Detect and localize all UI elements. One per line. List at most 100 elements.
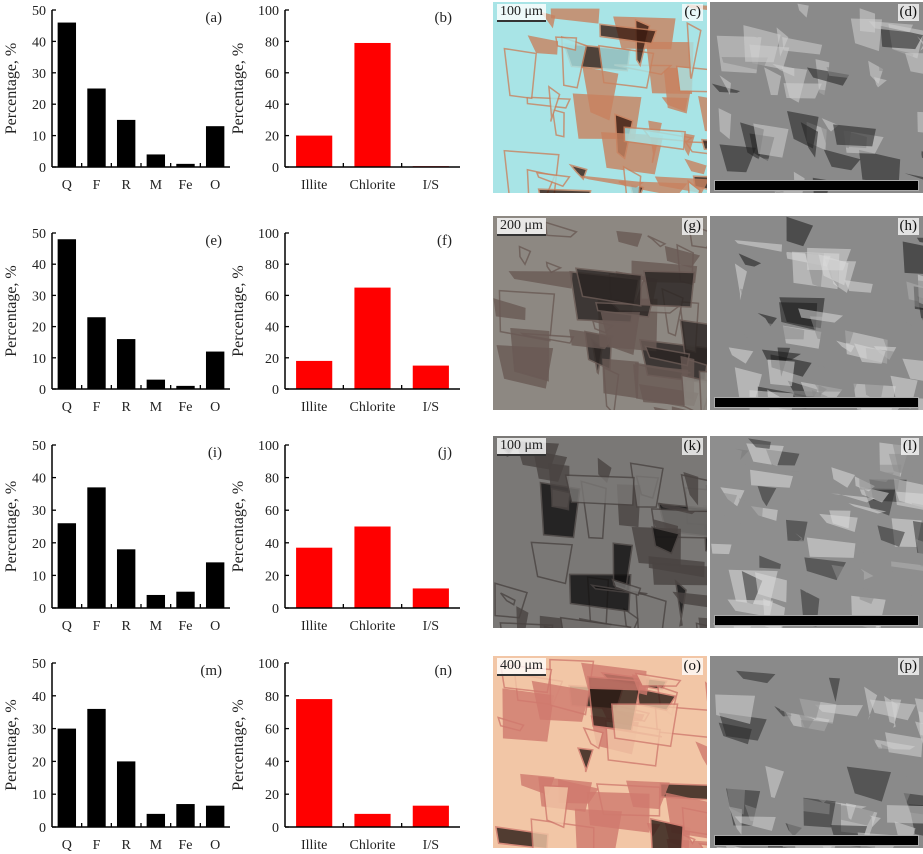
bar-Q [57, 523, 77, 608]
y-tick-label: 50 [32, 657, 46, 672]
x-tick-label: Illite [301, 400, 327, 415]
scale-bar-label: 200 μm [497, 218, 546, 236]
scale-bar-label: 100 μm [497, 438, 546, 456]
bar-I/S [412, 588, 449, 608]
x-tick-label: Illite [301, 838, 327, 853]
x-tick-label: O [210, 400, 220, 415]
panel-label: (k) [681, 438, 703, 455]
y-tick-label: 60 [265, 289, 279, 304]
x-tick-label: I/S [423, 400, 439, 415]
y-tick-label: 50 [32, 227, 46, 242]
y-axis-label: Percentage, % [230, 265, 247, 357]
y-axis-label: Percentage, % [3, 481, 20, 573]
sem-info-bar [714, 397, 919, 408]
y-tick-label: 40 [32, 258, 46, 273]
x-tick-label: O [210, 619, 220, 634]
bar-F [87, 317, 106, 389]
panel-label: (b) [435, 10, 453, 26]
panel-label: (a) [205, 10, 222, 26]
micrograph-texture [715, 670, 923, 848]
bar-F [87, 88, 106, 167]
y-tick-label: 10 [32, 130, 46, 145]
bar-I/S [412, 365, 449, 389]
x-tick-label: R [121, 838, 131, 853]
y-tick-label: 10 [32, 788, 46, 803]
micrograph-texture [711, 2, 923, 193]
y-tick-label: 40 [32, 35, 46, 50]
y-tick-label: 20 [32, 537, 46, 552]
x-tick-label: Fe [179, 400, 193, 415]
bar-Illite [296, 699, 333, 827]
x-tick-label: Fe [179, 838, 193, 853]
y-tick-label: 80 [265, 35, 279, 50]
bar-M [146, 594, 166, 608]
y-tick-label: 40 [32, 690, 46, 705]
y-tick-label: 30 [32, 504, 46, 519]
y-tick-label: 30 [32, 723, 46, 738]
x-tick-label: Fe [179, 178, 193, 193]
micrograph-texture [711, 438, 923, 628]
bar-M [146, 379, 166, 389]
panel-label: (l) [900, 438, 919, 455]
x-tick-label: I/S [423, 838, 439, 853]
x-tick-label: F [93, 619, 101, 634]
bar-Fe [176, 591, 195, 608]
x-tick-label: M [150, 619, 163, 634]
bar-Chlorite [354, 526, 391, 608]
bar-Fe [176, 163, 195, 167]
bar-Illite [296, 547, 333, 608]
panel-label: (o) [681, 658, 703, 675]
bar-Q [57, 239, 77, 389]
y-tick-label: 40 [265, 321, 279, 336]
panel-label: (e) [205, 233, 222, 249]
micrograph-texture [493, 221, 707, 410]
panel-label: (c) [682, 4, 703, 21]
y-tick-label: 80 [265, 258, 279, 273]
y-tick-label: 50 [32, 4, 46, 19]
y-axis-label: Percentage, % [3, 699, 20, 791]
bar-R [116, 549, 136, 608]
panel-label: (h) [897, 218, 919, 235]
thin-section-image-k: 100 μm (k) [493, 436, 707, 628]
panel-label: (f) [437, 233, 452, 249]
x-tick-label: M [150, 400, 163, 415]
bar-O [205, 805, 225, 827]
y-tick-label: 0 [272, 161, 279, 176]
y-tick-label: 20 [265, 352, 279, 367]
x-tick-label: Illite [301, 619, 327, 634]
y-tick-label: 100 [258, 4, 279, 19]
y-axis-label: Percentage, % [230, 699, 247, 791]
micrograph-texture [723, 216, 923, 410]
sem-image-p: (p) [710, 656, 923, 848]
y-tick-label: 0 [39, 383, 46, 398]
y-tick-label: 40 [32, 472, 46, 487]
y-axis-label: Percentage, % [230, 43, 247, 135]
y-tick-label: 40 [265, 537, 279, 552]
panel-label: (p) [897, 658, 919, 675]
x-tick-label: I/S [423, 178, 439, 193]
y-tick-label: 100 [258, 657, 279, 672]
bar-O [205, 126, 225, 167]
panel-label: (n) [435, 663, 453, 679]
y-tick-label: 50 [32, 439, 46, 454]
bar-Q [57, 728, 77, 827]
bar-I/S [412, 805, 449, 827]
y-tick-label: 30 [32, 67, 46, 82]
panel-label: (d) [897, 4, 919, 21]
y-tick-label: 20 [265, 788, 279, 803]
x-tick-label: Chlorite [350, 619, 396, 634]
sem-image-h: (h) [710, 216, 923, 410]
bar-O [205, 351, 225, 389]
y-tick-label: 30 [32, 289, 46, 304]
x-tick-label: Q [62, 178, 72, 193]
x-tick-label: Q [62, 619, 72, 634]
bar-R [116, 339, 136, 389]
bar-F [87, 708, 106, 827]
y-tick-label: 80 [265, 472, 279, 487]
